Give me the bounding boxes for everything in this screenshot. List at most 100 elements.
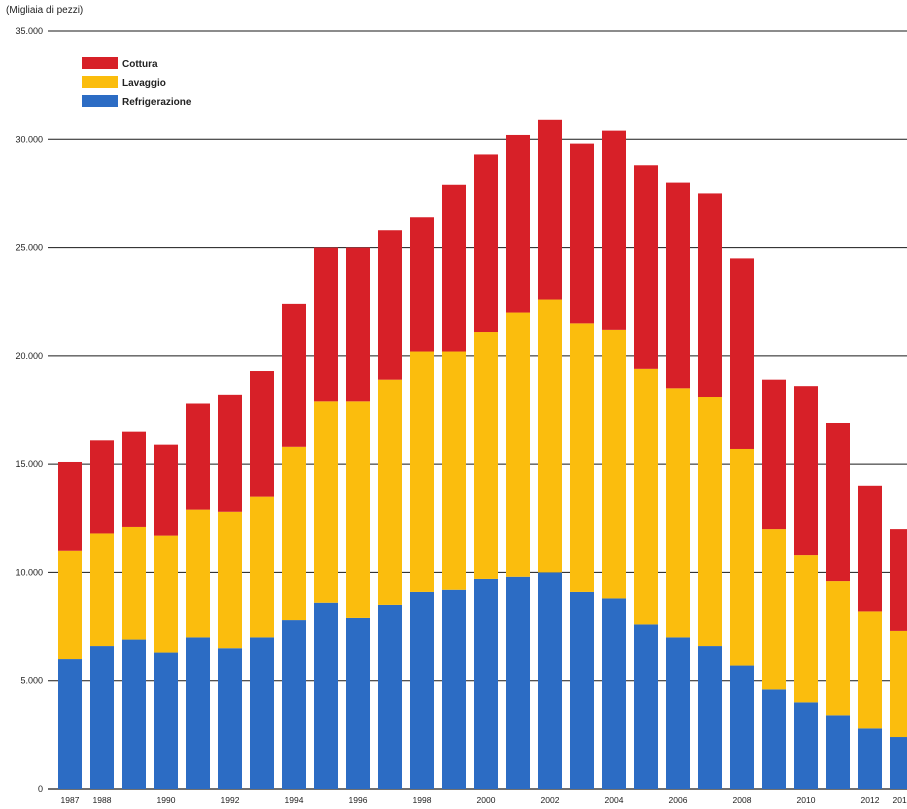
bar-segment-refrigerazione-2013 — [890, 737, 907, 789]
x-tick-label: 2006 — [669, 795, 688, 805]
bar-segment-cottura-1992 — [218, 394, 242, 512]
x-tick-label: 1992 — [221, 795, 240, 805]
bar-segment-refrigerazione-2010 — [794, 702, 818, 789]
bar-segment-refrigerazione-1987 — [58, 659, 82, 789]
bar-segment-cottura-2010 — [794, 386, 818, 556]
bar-segment-lavaggio-2000 — [474, 332, 498, 579]
bar-segment-cottura-1999 — [442, 184, 466, 352]
bar-segment-lavaggio-2008 — [730, 448, 754, 666]
x-tick-label: 2010 — [797, 795, 816, 805]
bar-segment-refrigerazione-1992 — [218, 648, 242, 789]
bar-segment-cottura-1996 — [346, 247, 370, 402]
bar-segment-cottura-1997 — [378, 230, 402, 380]
bar-segment-cottura-1989 — [122, 431, 146, 527]
bar-segment-refrigerazione-1995 — [314, 602, 338, 789]
bars — [58, 119, 907, 789]
bar-segment-lavaggio-1989 — [122, 526, 146, 640]
bar-segment-refrigerazione-1996 — [346, 617, 370, 789]
bar-segment-cottura-1991 — [186, 403, 210, 510]
bar-segment-cottura-2007 — [698, 193, 722, 398]
bar-segment-refrigerazione-2001 — [506, 576, 530, 789]
bar-segment-lavaggio-1998 — [410, 351, 434, 592]
x-tick-label: 1998 — [413, 795, 432, 805]
bar-segment-lavaggio-2013 — [890, 630, 907, 738]
bar-segment-lavaggio-1995 — [314, 401, 338, 603]
bar-segment-cottura-2012 — [858, 485, 882, 612]
bar-segment-cottura-1998 — [410, 217, 434, 352]
x-tick-label: 2008 — [733, 795, 752, 805]
bar-segment-cottura-2013 — [890, 529, 907, 631]
bar-segment-lavaggio-2006 — [666, 388, 690, 638]
bar-segment-refrigerazione-2006 — [666, 637, 690, 789]
bar-segment-lavaggio-2004 — [602, 329, 626, 599]
bar-segment-lavaggio-2009 — [762, 529, 786, 690]
bar-segment-lavaggio-1993 — [250, 496, 274, 638]
x-tick-label: 2012 — [861, 795, 880, 805]
bar-segment-cottura-2000 — [474, 154, 498, 333]
legend-swatch-cottura — [82, 57, 118, 69]
bar-segment-refrigerazione-1999 — [442, 589, 466, 789]
y-tick-label: 10.000 — [15, 567, 43, 577]
bar-segment-cottura-1993 — [250, 371, 274, 497]
bar-segment-lavaggio-1999 — [442, 351, 466, 590]
bar-segment-cottura-2009 — [762, 379, 786, 530]
y-tick-label: 35.000 — [15, 26, 43, 36]
bar-segment-cottura-1994 — [282, 303, 306, 447]
bar-segment-refrigerazione-2009 — [762, 689, 786, 789]
bar-segment-cottura-2005 — [634, 165, 658, 369]
bar-segment-cottura-1995 — [314, 247, 338, 402]
x-tick-label: 1990 — [157, 795, 176, 805]
bar-segment-refrigerazione-1998 — [410, 591, 434, 789]
y-tick-label: 30.000 — [15, 134, 43, 144]
x-tick-label: 2013 — [893, 795, 907, 805]
bar-segment-refrigerazione-2004 — [602, 598, 626, 789]
bar-segment-lavaggio-2011 — [826, 581, 850, 716]
bar-segment-refrigerazione-1990 — [154, 652, 178, 789]
bar-segment-refrigerazione-1993 — [250, 637, 274, 789]
bar-segment-cottura-1988 — [90, 440, 114, 534]
bar-segment-lavaggio-1991 — [186, 509, 210, 638]
x-tick-label: 1994 — [285, 795, 304, 805]
legend: Cottura Lavaggio Refrigerazione — [82, 57, 192, 108]
legend-label-cottura: Cottura — [122, 59, 158, 70]
bar-segment-cottura-2006 — [666, 182, 690, 389]
y-tick-label: 25.000 — [15, 243, 43, 253]
bar-segment-refrigerazione-1994 — [282, 620, 306, 789]
bar-segment-refrigerazione-2011 — [826, 715, 850, 789]
bar-segment-refrigerazione-2005 — [634, 624, 658, 789]
x-tick-label: 1987 — [61, 795, 80, 805]
x-tick-label: 2002 — [541, 795, 560, 805]
x-tick-label: 1996 — [349, 795, 368, 805]
bar-segment-cottura-2008 — [730, 258, 754, 449]
bar-segment-lavaggio-2005 — [634, 368, 658, 625]
x-tick-label: 2004 — [605, 795, 624, 805]
bar-segment-lavaggio-1988 — [90, 533, 114, 647]
bar-segment-cottura-1987 — [58, 461, 82, 551]
bar-segment-refrigerazione-2000 — [474, 578, 498, 789]
bar-segment-lavaggio-2001 — [506, 312, 530, 577]
bar-segment-lavaggio-2012 — [858, 611, 882, 729]
bar-segment-lavaggio-2007 — [698, 397, 722, 647]
bar-segment-lavaggio-1992 — [218, 511, 242, 649]
bar-segment-lavaggio-1994 — [282, 446, 306, 621]
bar-segment-lavaggio-2002 — [538, 299, 562, 573]
y-tick-label: 0 — [38, 784, 43, 794]
bar-segment-refrigerazione-1988 — [90, 646, 114, 789]
bar-segment-cottura-2004 — [602, 130, 626, 330]
y-tick-label: 15.000 — [15, 459, 43, 469]
y-tick-label: 5.000 — [20, 676, 43, 686]
bar-segment-lavaggio-2003 — [570, 323, 594, 592]
x-axis-tick-labels: 1987 1988 1990 1992 1994 1996 1998 2000 2002 2004… — [61, 795, 907, 805]
y-axis-tick-labels: 0 5.000 10.000 15.000 20.000 25.000 30.000 35.0… — [15, 26, 43, 794]
bar-segment-lavaggio-1987 — [58, 550, 82, 660]
unit-label: (Migliaia di pezzi) — [6, 5, 84, 16]
bar-segment-lavaggio-1997 — [378, 379, 402, 605]
bar-segment-refrigerazione-2003 — [570, 591, 594, 789]
bar-segment-lavaggio-2010 — [794, 555, 818, 703]
x-tick-label: 2000 — [477, 795, 496, 805]
legend-label-refrigerazione: Refrigerazione — [122, 97, 192, 108]
bar-segment-cottura-2002 — [538, 119, 562, 300]
bar-segment-cottura-1990 — [154, 444, 178, 536]
bar-segment-cottura-2003 — [570, 143, 594, 324]
bar-segment-refrigerazione-2002 — [538, 572, 562, 789]
